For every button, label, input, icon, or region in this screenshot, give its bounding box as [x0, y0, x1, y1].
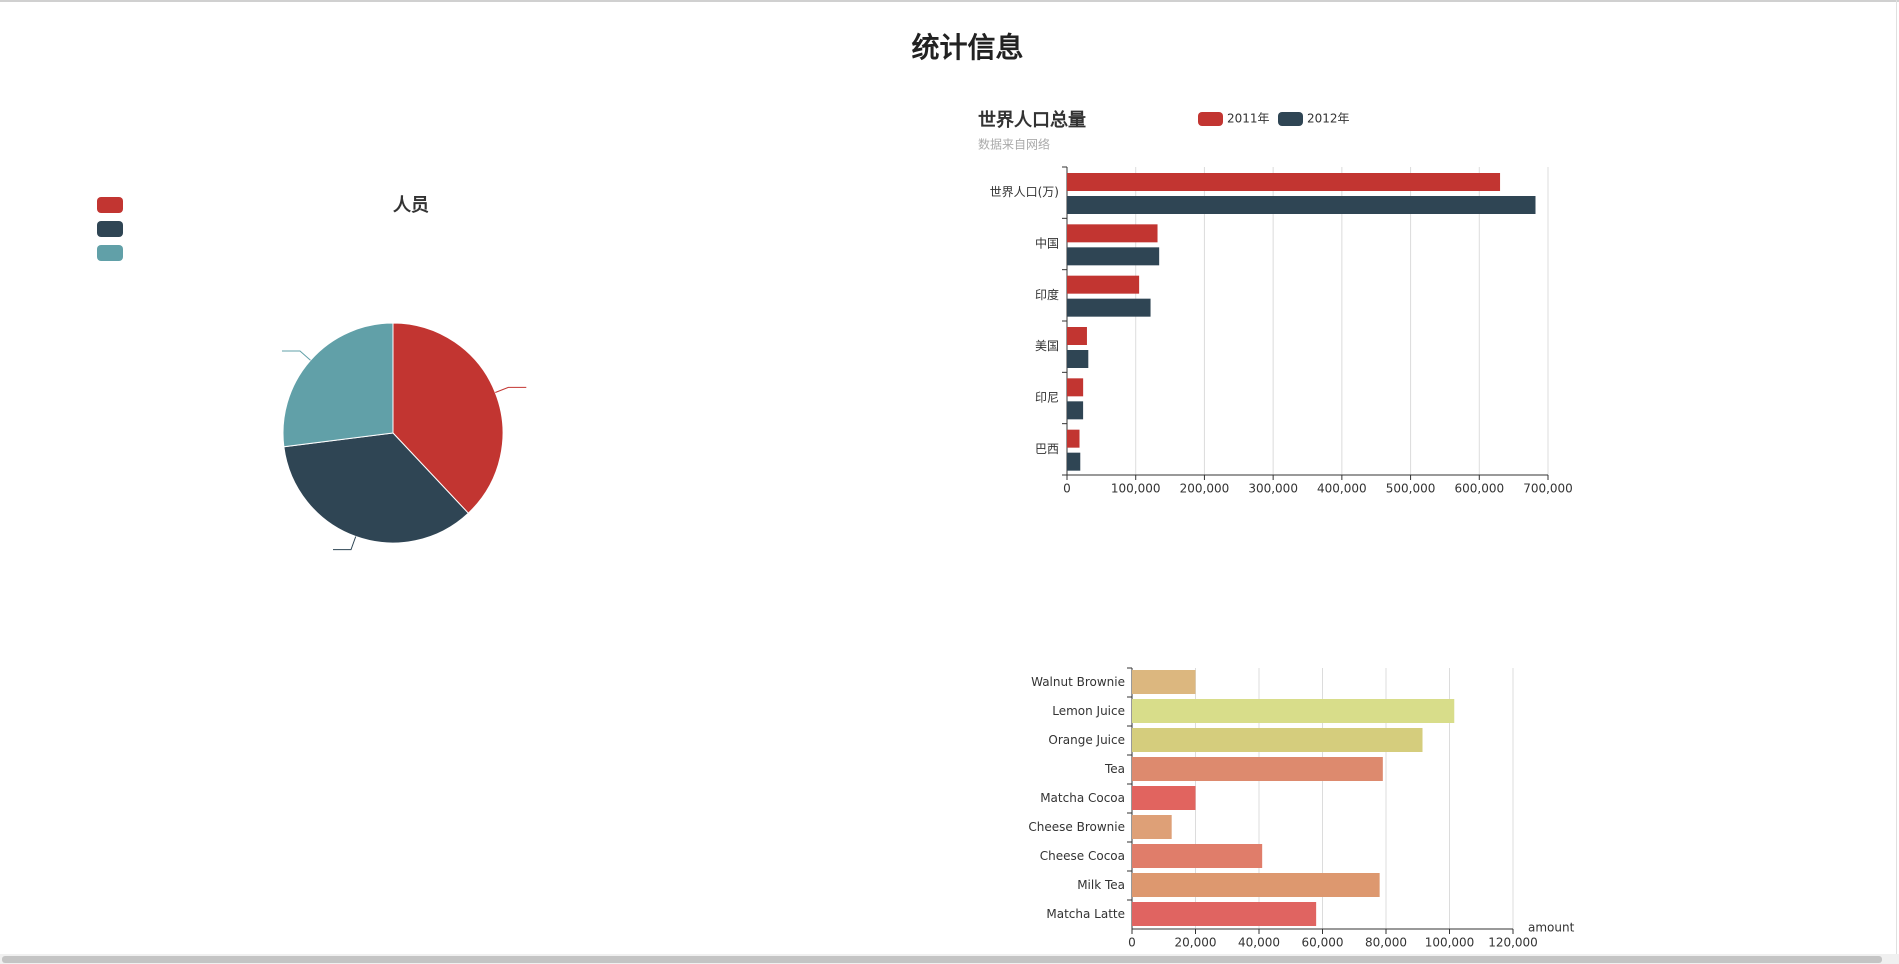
- population-bar[interactable]: [1067, 429, 1080, 448]
- population-bar[interactable]: [1067, 173, 1501, 191]
- population-x-tick-label: 100,000: [1111, 482, 1161, 496]
- window-right-border: [1896, 0, 1897, 964]
- population-x-tick-label: 400,000: [1317, 482, 1367, 496]
- amount-bar[interactable]: [1132, 699, 1455, 723]
- population-bar[interactable]: [1067, 224, 1158, 243]
- population-y-tick-label: 中国: [1035, 236, 1059, 251]
- amount-y-tick-label: Cheese Brownie: [1028, 820, 1125, 834]
- window-top-border: [0, 0, 1899, 2]
- amount-bar[interactable]: [1132, 728, 1423, 752]
- amount-y-tick-label: Tea: [1104, 762, 1125, 776]
- population-y-tick-label: 印尼: [1035, 391, 1059, 405]
- population-y-tick-label: 美国: [1035, 339, 1059, 353]
- amount-bar[interactable]: [1132, 786, 1196, 810]
- amount-x-tick-label: 80,000: [1365, 936, 1407, 950]
- pie-slice[interactable]: [392, 322, 504, 514]
- amount-x-tick-label: 0: [1128, 936, 1136, 950]
- population-x-tick-label: 0: [1063, 482, 1071, 496]
- pie-chart-title: 人员: [393, 195, 429, 216]
- population-legend-swatch[interactable]: [1278, 112, 1303, 126]
- population-chart-title: 世界人口总量: [978, 109, 1086, 131]
- population-legend-swatch[interactable]: [1198, 112, 1223, 126]
- amount-bar[interactable]: [1132, 902, 1317, 926]
- population-bar[interactable]: [1067, 350, 1089, 368]
- amount-bar[interactable]: [1132, 670, 1196, 694]
- amount-bar[interactable]: [1132, 844, 1263, 868]
- population-bar[interactable]: [1067, 378, 1084, 397]
- population-x-tick-label: 600,000: [1454, 482, 1504, 496]
- amount-y-tick-label: Lemon Juice: [1052, 704, 1125, 718]
- population-x-tick-label: 700,000: [1523, 482, 1573, 496]
- population-bar[interactable]: [1067, 247, 1160, 266]
- population-x-tick-label: 500,000: [1386, 482, 1436, 496]
- amount-y-tick-label: Orange Juice: [1048, 733, 1125, 747]
- population-bar[interactable]: [1067, 452, 1081, 471]
- amount-bar[interactable]: [1132, 815, 1172, 839]
- pie-legend-swatch[interactable]: [97, 197, 123, 213]
- amount-x-tick-label: 60,000: [1302, 936, 1344, 950]
- population-y-tick-label: 印度: [1035, 287, 1059, 302]
- amount-x-tick-label: 20,000: [1175, 936, 1217, 950]
- population-bar[interactable]: [1067, 401, 1084, 420]
- population-y-tick-label: 巴西: [1035, 442, 1059, 456]
- pie-label-line: [281, 350, 311, 361]
- population-y-tick-label: 世界人口(万): [990, 185, 1059, 199]
- amount-y-tick-label: Milk Tea: [1077, 878, 1125, 892]
- population-bar[interactable]: [1067, 327, 1087, 345]
- amount-y-tick-label: Matcha Latte: [1046, 907, 1125, 921]
- page-title: 统计信息: [911, 31, 1024, 64]
- amount-y-tick-label: Walnut Brownie: [1031, 675, 1125, 689]
- population-bar[interactable]: [1067, 196, 1536, 214]
- amount-y-tick-label: Cheese Cocoa: [1040, 849, 1125, 863]
- scrollbar-thumb[interactable]: [2, 956, 1882, 963]
- amount-y-tick-label: Matcha Cocoa: [1040, 791, 1125, 805]
- pie-legend-swatch[interactable]: [97, 221, 123, 237]
- pie-label-line: [332, 536, 357, 551]
- pie-slice[interactable]: [282, 322, 394, 448]
- population-legend-label: 2011年: [1227, 112, 1270, 126]
- amount-x-tick-label: 100,000: [1425, 936, 1475, 950]
- amount-bar[interactable]: [1132, 757, 1383, 781]
- population-chart-subtitle: 数据来自网络: [978, 137, 1050, 152]
- population-bar[interactable]: [1067, 298, 1151, 317]
- population-x-tick-label: 200,000: [1180, 482, 1230, 496]
- pie-label-line: [495, 386, 527, 393]
- pie-legend-swatch[interactable]: [97, 245, 123, 261]
- amount-x-tick-label: 120,000: [1488, 936, 1538, 950]
- amount-x-tick-label: 40,000: [1238, 936, 1280, 950]
- amount-x-axis-label: amount: [1528, 921, 1575, 935]
- amount-bar[interactable]: [1132, 873, 1380, 897]
- population-x-tick-label: 300,000: [1248, 482, 1298, 496]
- horizontal-scrollbar[interactable]: [0, 954, 1899, 964]
- population-bar[interactable]: [1067, 275, 1140, 294]
- population-legend-label: 2012年: [1307, 112, 1350, 126]
